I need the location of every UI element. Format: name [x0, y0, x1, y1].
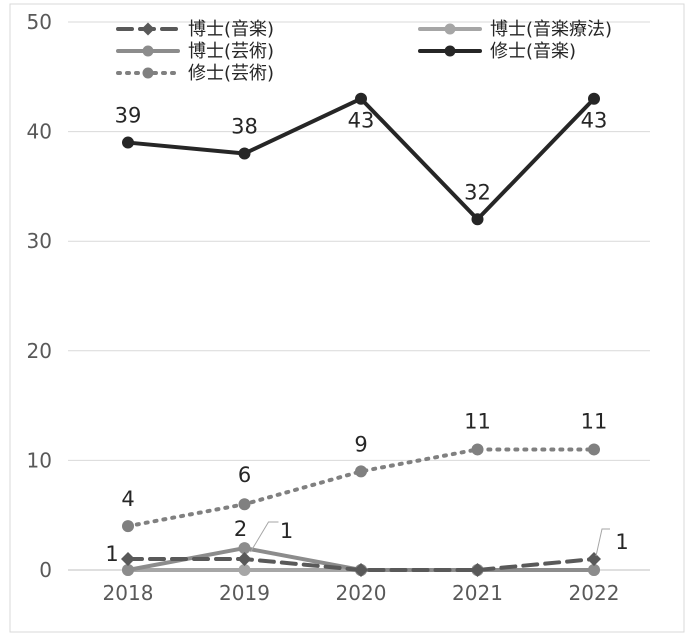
y-tick-label-20: 20	[27, 339, 52, 363]
callout-leader-0	[250, 521, 279, 553]
series-4-point-3	[471, 443, 484, 456]
legend-label-2: 博士(芸術)	[188, 41, 274, 62]
series-0-point-0	[121, 552, 135, 567]
data-label-4-4: 11	[581, 409, 608, 433]
series-3-point-0	[122, 136, 134, 149]
series-4-point-2	[355, 465, 367, 478]
leader-line-0-4	[595, 528, 610, 557]
series-4-point-4	[588, 443, 600, 456]
series-4-point-0-core	[122, 520, 134, 533]
series-4-point-2-core	[355, 465, 367, 478]
legend: 博士(音楽) 博士(音楽療法) 博士(芸術) 修士(音楽) 修士(芸術)	[116, 19, 612, 84]
series-1-point-1	[238, 564, 251, 576]
x-tick-label-2020: 2020	[336, 581, 387, 605]
series-2-point-4	[588, 564, 600, 576]
legend-label-3: 修士(音楽)	[490, 41, 576, 62]
data-label-3-1: 38	[231, 115, 258, 139]
series-3-point-3	[471, 213, 484, 226]
x-tick-label-2018: 2018	[103, 581, 154, 605]
series-0-point-2	[354, 563, 368, 577]
legend-entry-3: 修士(音楽)	[418, 41, 576, 62]
x-axis-ticks: 2018 2019 2020 2021 2022	[103, 581, 620, 605]
y-tick-label-40: 40	[27, 120, 52, 144]
data-label-2-1: 2	[234, 517, 247, 541]
series-3-point-4	[588, 92, 600, 105]
series-4-point-1	[238, 498, 251, 511]
series-4-point-4-core	[588, 443, 600, 456]
legend-swatch-marker-4-core	[142, 67, 154, 79]
data-label-0-0: 1	[105, 542, 118, 566]
series-0-point-3	[470, 563, 485, 577]
legend-entry-1: 博士(音楽療法)	[418, 19, 612, 40]
x-tick-label-2022: 2022	[569, 581, 620, 605]
series-2-point-1	[238, 542, 251, 555]
y-tick-label-10: 10	[27, 448, 52, 472]
series-4-point-3-core	[471, 443, 484, 456]
series-2-point-0	[122, 564, 134, 576]
data-label-4-2: 9	[354, 432, 367, 456]
data-label-4-0: 4	[121, 487, 134, 511]
legend-label-0: 博士(音楽)	[188, 19, 274, 40]
series-4-point-0	[122, 520, 134, 533]
legend-swatch-marker-1	[444, 23, 456, 35]
y-tick-label-50: 50	[27, 10, 52, 34]
y-tick-label-30: 30	[27, 229, 52, 253]
legend-swatch-marker-0	[141, 22, 155, 36]
data-label-0-4: 1	[615, 530, 628, 554]
legend-entry-0: 博士(音楽)	[116, 19, 274, 40]
series-3-point-2	[355, 92, 367, 105]
data-label-3-0: 39	[115, 104, 142, 128]
series-0-point-1	[237, 552, 252, 567]
legend-swatch-marker-4	[142, 67, 154, 79]
series-3-point-1	[238, 147, 251, 160]
legend-label-4: 修士(芸術)	[188, 63, 274, 84]
legend-label-1: 博士(音楽療法)	[490, 19, 612, 40]
legend-swatch-marker-3	[444, 45, 456, 57]
data-label-4-3: 11	[464, 409, 491, 433]
data-label-3-3: 32	[464, 180, 491, 204]
chart-frame	[9, 3, 685, 633]
x-tick-label-2019: 2019	[219, 581, 270, 605]
legend-swatch-marker-2	[142, 45, 154, 57]
data-label-3-4: 43	[581, 109, 608, 133]
data-label-3-2: 43	[348, 109, 375, 133]
y-axis-ticks: 0 10 20 30 40 50	[27, 10, 52, 582]
y-tick-label-0: 0	[39, 558, 52, 582]
x-tick-label-2021: 2021	[452, 581, 503, 605]
series-4-point-1-core	[238, 498, 251, 511]
legend-entry-2: 博士(芸術)	[116, 41, 274, 62]
series-0-point-4	[587, 552, 601, 567]
series-4-line	[126, 447, 596, 529]
data-label-4-1: 6	[238, 463, 251, 487]
legend-entry-4: 修士(芸術)	[116, 63, 274, 84]
callout-label-0: 1	[280, 519, 293, 543]
series-group	[121, 92, 601, 577]
